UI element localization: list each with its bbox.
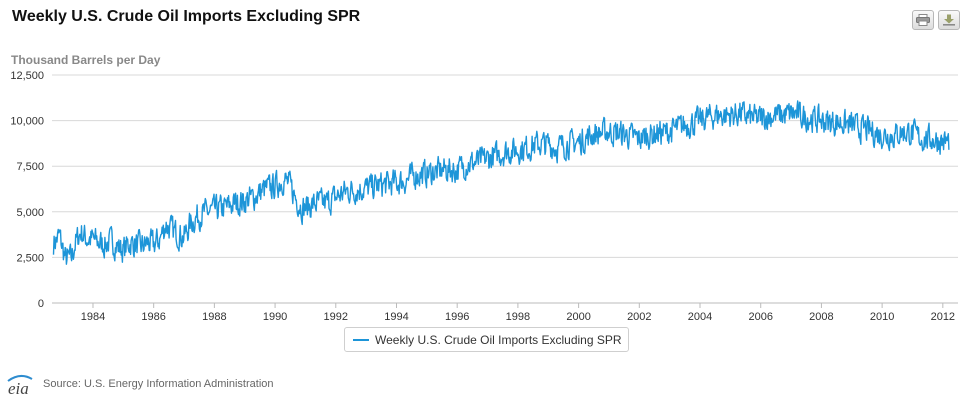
x-tick-label: 1992 <box>324 311 348 323</box>
download-button[interactable] <box>938 10 960 30</box>
x-tick-label: 1994 <box>384 311 408 323</box>
chart-toolbar <box>912 10 960 30</box>
grid-lines <box>52 74 958 308</box>
x-tick-labels: 1984 1986 1988 1990 1992 1994 1996 1998 2000 2002… <box>81 311 955 323</box>
x-tick-label: 1998 <box>506 311 530 323</box>
svg-text:eia: eia <box>8 379 29 396</box>
x-tick-label: 2006 <box>748 311 772 323</box>
y-tick-label: 5,000 <box>16 207 44 219</box>
footer: eia Source: U.S. Energy Information Admi… <box>5 372 274 396</box>
x-tick-label: 1986 <box>141 311 165 323</box>
chart-title: Weekly U.S. Crude Oil Imports Excluding … <box>12 8 361 25</box>
y-tick-label: 2,500 <box>16 252 44 264</box>
print-button[interactable] <box>912 10 934 30</box>
x-tick-label: 2012 <box>931 311 955 323</box>
print-icon <box>916 14 930 26</box>
legend-label: Weekly U.S. Crude Oil Imports Excluding … <box>375 332 622 347</box>
x-tick-label: 2010 <box>870 311 894 323</box>
eia-logo: eia <box>7 375 33 396</box>
x-tick-label: 2000 <box>566 311 590 323</box>
y-axis-label: Thousand Barrels per Day <box>11 53 161 67</box>
y-tick-labels: 0 2,500 5,000 7,500 10,000 12,500 <box>10 70 44 310</box>
x-tick-label: 2004 <box>688 311 712 323</box>
x-tick-label: 1984 <box>81 311 105 323</box>
x-tick-label: 1988 <box>202 311 226 323</box>
x-tick-label: 2002 <box>627 311 651 323</box>
x-tick-label: 1990 <box>263 311 287 323</box>
y-tick-label: 0 <box>38 298 44 310</box>
legend-swatch <box>353 338 369 341</box>
y-tick-label: 7,500 <box>16 161 44 173</box>
legend-item[interactable]: Weekly U.S. Crude Oil Imports Excluding … <box>344 327 629 352</box>
series-line <box>52 100 950 265</box>
y-tick-label: 12,500 <box>10 70 44 82</box>
x-tick-label: 1996 <box>445 311 469 323</box>
x-tick-label: 2008 <box>809 311 833 323</box>
y-tick-label: 10,000 <box>10 116 44 128</box>
source-note: Source: U.S. Energy Information Administ… <box>43 378 274 390</box>
download-icon <box>943 14 955 26</box>
series-group <box>52 100 950 265</box>
